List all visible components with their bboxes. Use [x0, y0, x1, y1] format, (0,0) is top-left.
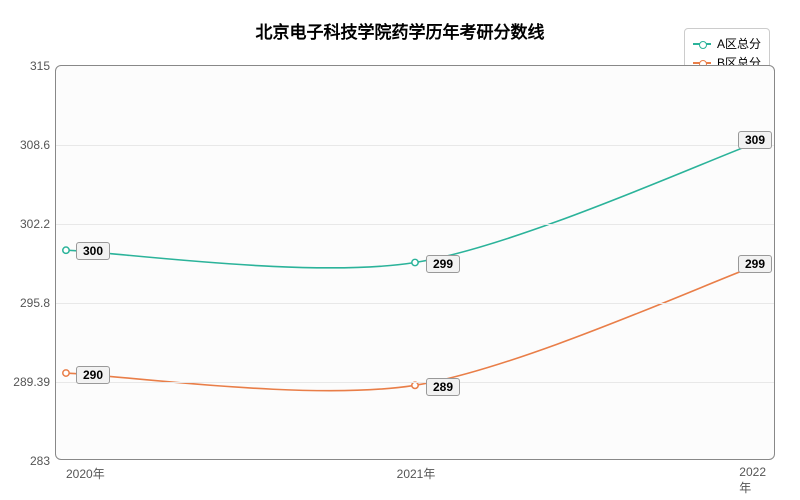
data-label: 299: [738, 255, 772, 273]
legend-item-a: A区总分: [693, 35, 761, 52]
x-tick-label: 2020年: [66, 459, 105, 482]
chart-lines-svg: [56, 66, 774, 459]
data-label: 299: [426, 255, 460, 273]
series-marker: [63, 370, 69, 376]
y-tick-label: 283: [30, 454, 56, 468]
gridline-h: [56, 382, 774, 383]
data-label: 290: [76, 366, 110, 384]
y-tick-label: 308.6: [20, 138, 56, 152]
data-label: 289: [426, 378, 460, 396]
x-tick-label: 2021年: [397, 459, 436, 482]
gridline-h: [56, 303, 774, 304]
legend-swatch-b: [693, 62, 711, 64]
series-marker: [412, 259, 418, 265]
gridline-h: [56, 224, 774, 225]
chart-title: 北京电子科技学院药学历年考研分数线: [256, 18, 545, 43]
x-tick-label: 2022年: [739, 459, 766, 496]
legend-label-a: A区总分: [717, 35, 761, 52]
series-line-1: [66, 263, 764, 391]
plot-area: 283289.39295.8302.2308.63152020年2021年202…: [55, 65, 775, 460]
legend-swatch-a: [693, 43, 711, 45]
y-tick-label: 295.8: [20, 296, 56, 310]
series-marker: [63, 247, 69, 253]
y-tick-label: 315: [30, 59, 56, 73]
gridline-h: [56, 145, 774, 146]
chart-container: 北京电子科技学院药学历年考研分数线 A区总分 B区总分 283289.39295…: [0, 0, 800, 500]
data-label: 309: [738, 131, 772, 149]
data-label: 300: [76, 242, 110, 260]
series-line-0: [66, 140, 764, 268]
y-tick-label: 289.39: [13, 375, 56, 389]
y-tick-label: 302.2: [20, 217, 56, 231]
